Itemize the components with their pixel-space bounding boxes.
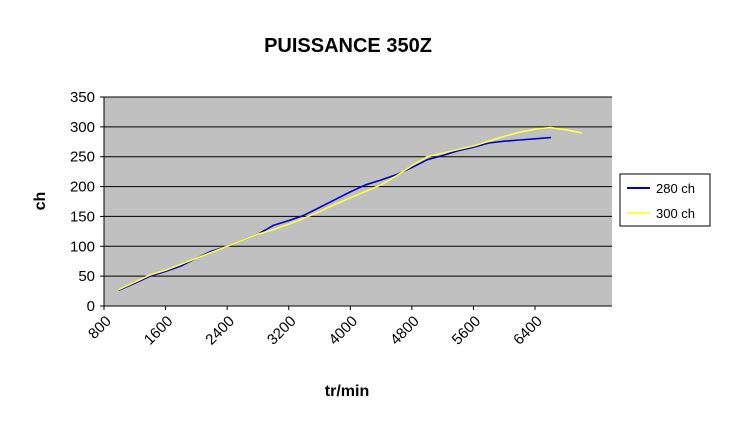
legend-entry: 300 ch [656, 206, 695, 221]
grid-lines [104, 96, 612, 277]
x-tick-label: 5600 [449, 313, 485, 349]
chart-title: PUISSANCE 350Z [264, 35, 432, 57]
series-line-b [118, 126, 583, 291]
x-tick-label: 1600 [141, 313, 177, 349]
x-tick-label: 4000 [326, 313, 362, 349]
y-tick-label: 250 [70, 149, 95, 166]
legend-entry: 280 ch [656, 181, 695, 196]
y-tick-label: 50 [78, 268, 95, 285]
x-axis-label: tr/min [325, 383, 369, 400]
y-axis-label: ch [32, 192, 49, 211]
legend-items: 280 ch 300 ch [627, 181, 695, 221]
y-axis-ticks: 0 50 100 150 200 250 300 350 [70, 89, 104, 315]
y-tick-label: 300 [70, 119, 95, 136]
plot-area [104, 97, 612, 306]
legend: 280 ch 300 ch [619, 173, 711, 227]
y-tick-label: 150 [70, 208, 95, 225]
series-group [118, 126, 583, 291]
x-tick-label: 4800 [387, 313, 423, 349]
x-tick-label: 3200 [264, 313, 300, 349]
y-tick-label: 200 [70, 179, 95, 196]
x-tick-label: 6400 [510, 313, 546, 349]
x-axis-ticks: 800 1600 2400 3200 4000 4800 5600 6400 [85, 306, 546, 348]
x-tick-label: 2400 [202, 313, 238, 349]
y-tick-label: 0 [87, 298, 95, 315]
y-tick-label: 350 [70, 89, 95, 106]
x-tick-label: 800 [85, 313, 115, 343]
legend-box [619, 173, 711, 227]
y-tick-label: 100 [70, 238, 95, 255]
